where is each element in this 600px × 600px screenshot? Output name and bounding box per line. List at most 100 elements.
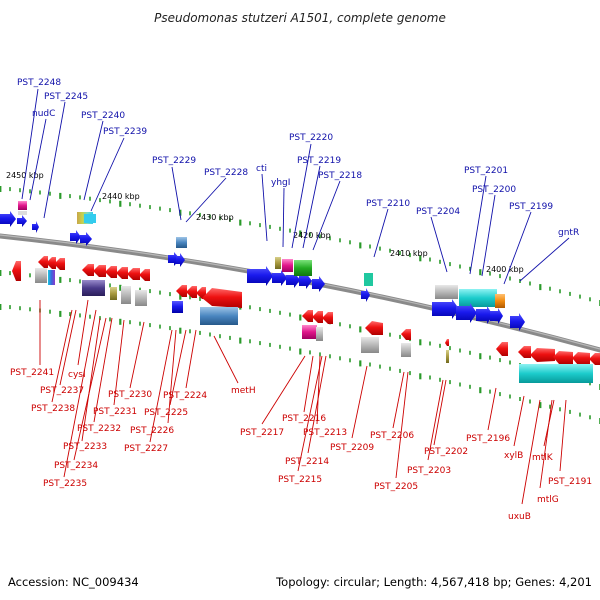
scale-tick: [459, 382, 461, 387]
scale-tick: [399, 250, 401, 255]
label-PST_2200: PST_2200: [472, 185, 516, 195]
scale-tick: [329, 236, 331, 241]
gene-block: [302, 325, 317, 339]
scale-tick: [419, 339, 422, 346]
scale-tick: [519, 397, 521, 401]
scale-tick: [89, 314, 91, 319]
scale-tick: [269, 308, 271, 313]
gene-arrow-forward: [0, 211, 16, 227]
gene-arrow-reverse: [105, 266, 117, 278]
gene-arrow-forward: [312, 276, 325, 292]
forward-gene-labels: PST_2248 nudC PST_2245 PST_2240 PST_2239…: [17, 78, 579, 285]
scale-tick: [209, 332, 211, 337]
gene-arrow-forward: [272, 270, 287, 286]
gene-arrow-reverse: [302, 310, 313, 322]
gene-arrow-reverse: [202, 288, 242, 308]
reverse-strand-genes: [12, 256, 600, 383]
scale-tick: [429, 375, 431, 380]
gene-block: [282, 259, 293, 272]
gene-block: [121, 286, 131, 304]
scale-tick: [39, 190, 41, 195]
scale-tick: [199, 296, 201, 301]
gene-arrow-reverse: [445, 339, 449, 346]
scale-tick: [299, 230, 302, 237]
label-PST_2219: PST_2219: [297, 156, 341, 166]
gene-arrow-forward: [70, 230, 81, 244]
label-PST_2228: PST_2228: [204, 168, 248, 178]
scale-tick: [159, 206, 161, 211]
label-PST_2235: PST_2235: [43, 479, 87, 489]
label-mtlG: mtlG: [537, 495, 559, 505]
scale-tick: [69, 278, 71, 283]
gene-block: [110, 287, 117, 300]
scale-tick: [369, 244, 371, 249]
gene-arrow-reverse: [553, 351, 573, 364]
label-PST_2237: PST_2237: [40, 386, 84, 396]
scale-label-2430: 2430 kbp: [196, 213, 234, 222]
label-uxuB: uxuB: [508, 512, 531, 522]
label-PST_2245: PST_2245: [44, 92, 88, 102]
scale-tick: [29, 307, 31, 312]
gene-arrow-reverse: [176, 285, 187, 297]
scale-tick: [479, 387, 482, 394]
label-PST_2202: PST_2202: [424, 447, 468, 457]
gene-arrow-reverse: [530, 348, 555, 362]
scale-tick: [149, 289, 151, 294]
label-PST_2210: PST_2210: [366, 199, 410, 209]
scale-tick: [299, 314, 302, 321]
scale-tick: [289, 228, 291, 233]
gene-block: [135, 290, 147, 306]
scale-label-2450: 2450 kbp: [6, 171, 44, 180]
scale-tick: [189, 295, 191, 300]
scale-tick: [559, 289, 561, 294]
scale-tick: [259, 223, 261, 228]
label-PST_2191: PST_2191: [548, 477, 592, 487]
label-PST_2209: PST_2209: [330, 443, 374, 453]
scale-tick: [469, 384, 471, 389]
scale-tick: [549, 404, 551, 409]
scale-tick: [449, 380, 451, 385]
scale-tick: [189, 211, 191, 216]
label-PST_2204: PST_2204: [416, 207, 460, 217]
scale-tick: [579, 294, 581, 299]
gene-arrow-reverse: [93, 265, 106, 277]
gene-block: [18, 211, 27, 215]
scale-tick: [349, 240, 351, 245]
gene-block: [84, 214, 96, 223]
scale-tick: [359, 242, 362, 249]
scale-tick: [249, 305, 251, 310]
label-yhgI: yhgI: [271, 178, 290, 188]
scale-tick: [279, 310, 281, 315]
gene-block: [435, 285, 458, 299]
scale-tick: [539, 402, 542, 409]
gene-arrow-forward: [490, 308, 503, 324]
gene-block: [401, 343, 411, 357]
scale-tick: [139, 287, 141, 292]
scale-tick: [389, 332, 391, 337]
scale-tick: [279, 344, 281, 349]
scale-tick: [589, 297, 591, 302]
scale-tick: [559, 407, 561, 412]
label-PST_2240: PST_2240: [81, 111, 125, 121]
accession-label: Accession: NC_009434: [8, 575, 139, 589]
scale-tick: [339, 356, 341, 361]
gene-arrow-forward: [32, 221, 39, 233]
gene-arrow-reverse: [46, 257, 56, 269]
gene-block: [294, 260, 312, 276]
gene-block: [361, 337, 379, 353]
scale-tick: [449, 262, 451, 267]
gene-arrow-forward: [361, 288, 370, 302]
page-title: Pseudomonas stutzeri A1501, complete gen…: [154, 11, 446, 25]
scale-tick: [589, 415, 591, 420]
scale-label-2410: 2410 kbp: [390, 249, 428, 258]
gene-arrow-forward: [432, 299, 459, 319]
label-gntR: gntR: [558, 228, 579, 238]
scale-tick: [159, 290, 161, 295]
reverse-gene-labels: PST_2241 cysI PST_2237 PST_2238 PST_2232…: [10, 299, 592, 522]
label-PST_2239: PST_2239: [103, 127, 147, 137]
gene-block: [48, 270, 55, 285]
scale-tick: [249, 339, 251, 344]
scale-tick: [349, 358, 351, 363]
scale-tick: [0, 270, 2, 276]
label-PST_2201: PST_2201: [464, 166, 508, 176]
